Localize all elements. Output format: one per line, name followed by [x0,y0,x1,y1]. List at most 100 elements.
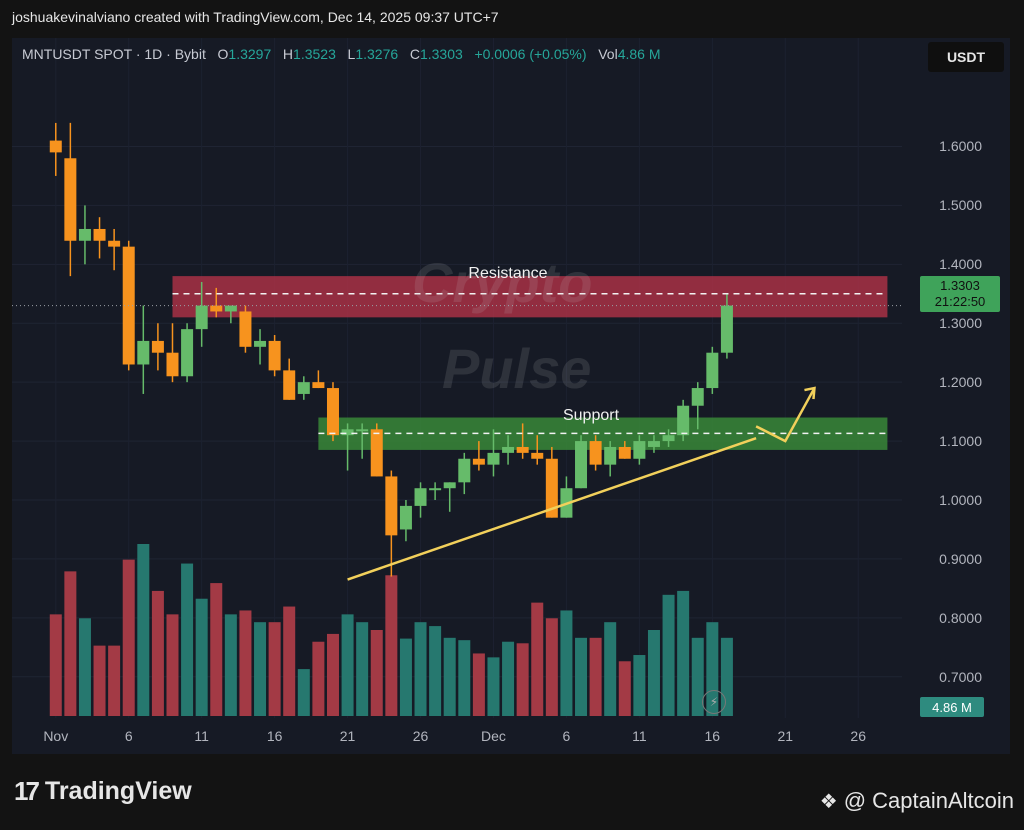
close-value: 1.3303 [419,46,463,62]
open-value: 1.3297 [228,46,272,62]
projection-arrow [755,387,816,443]
last-price-tag: 1.3303 21:22:50 [920,276,1000,312]
volume-bar [151,590,164,716]
candle-body [472,458,485,465]
watermark-crypto: Crypto [412,251,593,314]
volume-bar [312,641,325,716]
volume-bar [268,622,281,716]
candle-body [268,340,281,371]
candle-body [487,452,500,465]
candle-body [370,429,383,477]
candle-body [516,446,529,453]
tradingview-wordmark: TradingView [44,777,192,805]
candle-body [108,240,121,247]
volume-bar [560,610,573,716]
candle-countdown: 21:22:50 [934,294,986,309]
candle-body [356,429,369,432]
low-value: 1.3276 [355,46,399,62]
candle-body [414,488,427,506]
candle-body [312,382,325,389]
volume-bar [385,575,398,716]
time-axis-label: 21 [777,728,794,744]
candle-body [399,505,412,530]
price-axis-label: 0.9000 [939,550,982,567]
price-axis-label: 1.5000 [939,197,982,214]
candle-body [720,305,733,353]
time-axis-label: 11 [632,728,647,744]
author-line: joshuakevinalviano created with TradingV… [12,9,499,25]
bolt-icon[interactable]: ⚡ [702,690,726,714]
time-axis-label: 16 [266,728,283,744]
price-axis-label: 0.7000 [939,668,982,685]
volume-bar [49,614,62,716]
price-axis-label: 1.3000 [939,315,982,332]
candle-body [575,441,588,489]
trendline [347,436,757,581]
candle-body [151,340,164,353]
chart-panel[interactable]: MNTUSDT SPOT · 1D · Bybit O1.3297 H1.352… [12,38,1010,754]
candle-body [633,441,646,459]
time-axis-label: 11 [194,728,209,744]
price-axis-label: 1.1000 [939,433,982,450]
volume-bar [341,614,354,716]
candle-body [545,458,558,518]
volume-bar [239,610,252,716]
candle-body [443,482,456,489]
candle-body [78,228,91,241]
candle-body [326,388,339,436]
volume-bar [137,544,150,716]
candle-body [604,446,617,465]
volume-value: 4.86 M [617,46,661,62]
symbol-name: MNTUSDT SPOT · 1D · Bybit [22,46,206,62]
volume-bar [575,637,588,716]
volume-bar [210,583,223,716]
last-price-value: 1.3303 [940,278,980,293]
diamond-icon: ❖ [819,790,838,813]
price-axis-label: 1.0000 [939,492,982,508]
volume-badge: 4.86 M [920,697,984,717]
candle-body [706,352,719,389]
support-label: Support [562,407,620,424]
candle-body [502,446,515,453]
candle-body [385,476,398,536]
volume-bar [618,661,631,716]
credit-text: @ CaptainAltcoin [843,788,1014,813]
candle-body [341,429,354,436]
candle-body [691,388,704,406]
candle-body [239,311,252,347]
time-axis-label: Nov [43,728,69,744]
candle-body [458,458,471,483]
volume-bar [64,571,77,716]
symbol-legend: MNTUSDT SPOT · 1D · Bybit O1.3297 H1.352… [22,46,661,62]
watermark-pulse: Pulse [442,337,592,400]
volume-bar [181,563,194,716]
currency-button[interactable]: USDT [928,42,1004,72]
volume-bar [691,637,704,716]
candle-body [93,228,106,241]
close-key: C [409,46,420,62]
volume-key: Vol [598,46,618,62]
time-axis-label: 16 [704,728,721,744]
price-chart[interactable] [12,38,1010,754]
volume-bar [443,637,456,716]
candle-body [210,305,223,312]
candle-body [137,340,150,365]
candle-body [195,305,208,330]
volume-bar [326,633,339,716]
volume-bar [472,653,485,716]
candle-body [181,329,194,377]
volume-bar [254,622,267,716]
candle-body [49,140,62,153]
candle-body [589,441,602,465]
volume-bar [604,622,617,716]
volume-bar [677,590,690,716]
volume-bar [516,643,529,716]
volume-bar [414,622,427,716]
volume-bar [166,614,179,716]
volume-bar [487,657,500,716]
volume-bar [589,637,602,716]
price-axis-label: 1.4000 [939,256,982,273]
volume-bar [531,602,544,716]
volume-bar [662,594,675,716]
price-axis-label: 1.2000 [939,374,982,391]
